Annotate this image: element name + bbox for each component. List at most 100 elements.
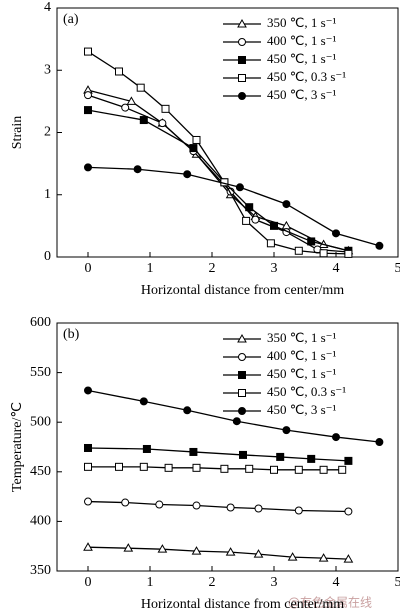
legend-label: 350 ℃, 1 s⁻¹ xyxy=(267,330,337,345)
marker xyxy=(307,454,316,463)
y-axis-label: Temperature/℃ xyxy=(10,402,25,492)
y-tick-label: 350 xyxy=(30,563,51,578)
x-tick-label: 3 xyxy=(271,261,278,276)
marker xyxy=(319,465,328,474)
marker xyxy=(126,96,137,105)
marker xyxy=(142,444,151,453)
legend-label: 350 ℃, 1 s⁻¹ xyxy=(267,15,337,30)
series-line xyxy=(87,109,349,252)
marker xyxy=(220,464,229,473)
x-tick-label: 1 xyxy=(147,261,154,276)
marker xyxy=(235,183,244,192)
marker xyxy=(375,438,384,447)
marker xyxy=(136,83,145,92)
marker xyxy=(192,135,201,144)
marker xyxy=(266,239,275,248)
y-tick-label: 500 xyxy=(30,414,51,429)
marker xyxy=(84,91,92,100)
marker xyxy=(294,506,303,515)
marker xyxy=(191,546,202,555)
marker xyxy=(183,406,192,415)
legend-marker xyxy=(238,56,246,64)
marker xyxy=(254,504,263,513)
x-tick-label: 5 xyxy=(395,261,400,276)
marker xyxy=(115,462,123,471)
plot-frame xyxy=(56,7,399,258)
panel-label: (b) xyxy=(63,327,80,342)
marker xyxy=(84,163,92,172)
marker xyxy=(84,443,92,452)
marker xyxy=(307,237,316,246)
marker xyxy=(270,221,278,230)
marker xyxy=(338,465,347,474)
marker xyxy=(270,465,278,474)
y-tick-label: 2 xyxy=(44,125,51,140)
legend-label: 450 ℃, 3 s⁻¹ xyxy=(267,402,337,417)
marker xyxy=(225,547,236,556)
marker xyxy=(121,498,130,507)
legend-label: 400 ℃, 1 s⁻¹ xyxy=(267,33,337,48)
y-tick-label: 550 xyxy=(30,365,51,380)
x-axis-label: Horizontal distance from center/mm xyxy=(141,597,344,612)
legend-label: 450 ℃, 1 s⁻¹ xyxy=(267,51,337,66)
legend-marker xyxy=(238,407,246,415)
legend-marker xyxy=(237,333,247,343)
marker xyxy=(183,170,192,179)
marker xyxy=(84,497,92,506)
marker xyxy=(251,215,260,224)
x-tick-label: 3 xyxy=(271,575,278,590)
legend-label: 450 ℃, 0.3 s⁻¹ xyxy=(267,69,346,84)
x-tick-label: 2 xyxy=(209,575,216,590)
legend-label: 450 ℃, 0.3 s⁻¹ xyxy=(267,384,346,399)
marker xyxy=(164,463,173,472)
legend-marker xyxy=(237,18,247,28)
legend-label: 450 ℃, 3 s⁻¹ xyxy=(267,87,337,102)
marker xyxy=(84,47,92,56)
marker xyxy=(344,249,353,258)
marker xyxy=(139,116,148,125)
marker xyxy=(294,465,303,474)
marker xyxy=(133,165,142,174)
marker xyxy=(344,507,353,516)
marker xyxy=(242,216,251,225)
marker xyxy=(189,144,198,153)
marker xyxy=(245,464,254,473)
marker xyxy=(332,229,340,238)
series-line xyxy=(87,89,349,252)
marker xyxy=(84,106,92,115)
marker xyxy=(84,462,92,471)
marker xyxy=(245,203,254,212)
marker xyxy=(253,549,264,558)
y-tick-label: 0 xyxy=(44,249,51,264)
marker xyxy=(121,103,130,112)
watermark: @有色金属在线 xyxy=(288,595,372,610)
marker xyxy=(226,503,235,512)
marker xyxy=(192,463,201,472)
legend-marker xyxy=(238,92,246,100)
y-tick-label: 400 xyxy=(30,514,51,529)
marker xyxy=(318,553,329,562)
marker xyxy=(343,554,354,563)
marker xyxy=(158,119,167,128)
marker xyxy=(161,104,170,113)
marker xyxy=(139,397,148,406)
panel-label: (a) xyxy=(63,12,79,27)
marker xyxy=(282,426,291,435)
marker xyxy=(155,500,164,509)
x-tick-label: 2 xyxy=(209,261,216,276)
marker xyxy=(189,447,198,456)
legend-marker xyxy=(238,74,246,82)
marker xyxy=(84,386,92,395)
marker xyxy=(294,246,303,255)
x-axis-label: Horizontal distance from center/mm xyxy=(141,283,344,298)
series-line xyxy=(87,500,349,513)
x-tick-label: 5 xyxy=(395,575,400,590)
y-tick-label: 450 xyxy=(30,464,51,479)
marker xyxy=(157,544,168,553)
y-tick-label: 3 xyxy=(44,62,51,77)
x-tick-label: 0 xyxy=(85,575,92,590)
legend-marker xyxy=(238,353,246,361)
marker xyxy=(239,450,247,459)
marker xyxy=(332,433,340,442)
